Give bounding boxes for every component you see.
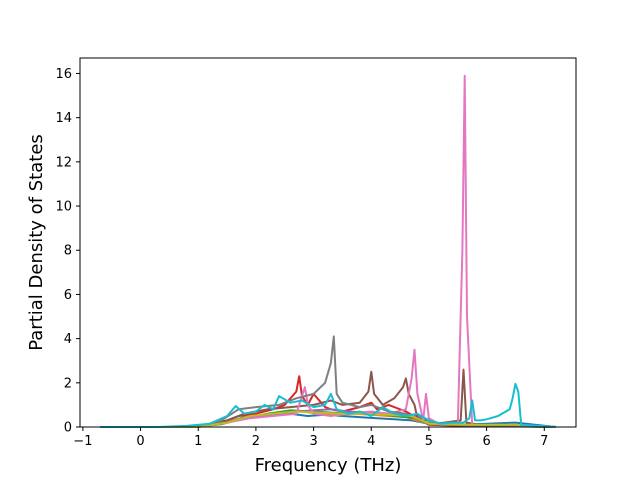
y-tick-label: 16 xyxy=(55,67,72,82)
x-tick-label: 6 xyxy=(482,434,490,449)
y-tick-label: 12 xyxy=(55,155,72,170)
x-tick-label: 7 xyxy=(540,434,548,449)
x-tick-label: 3 xyxy=(309,434,317,449)
y-tick-label: 10 xyxy=(55,200,72,215)
x-tick-label: 0 xyxy=(136,434,144,449)
x-axis: −1 0 1 2 3 4 5 6 7 xyxy=(73,427,548,449)
y-tick-label: 6 xyxy=(64,288,72,303)
x-tick-label: 4 xyxy=(367,434,375,449)
plot-background xyxy=(80,58,576,427)
y-tick-label: 4 xyxy=(64,332,72,347)
series-line-7 xyxy=(100,74,556,428)
x-tick-label: 5 xyxy=(425,434,433,449)
series-line-9 xyxy=(100,410,556,428)
series-layer xyxy=(100,74,556,428)
y-axis-label: Partial Density of States xyxy=(26,134,47,351)
x-axis-label: Frequency (THz) xyxy=(255,455,402,476)
y-tick-label: 2 xyxy=(64,376,72,391)
x-tick-label: 1 xyxy=(194,434,202,449)
y-tick-label: 8 xyxy=(64,244,72,259)
plot-frame xyxy=(79,57,577,428)
y-axis: 0 2 4 6 8 10 12 14 16 xyxy=(55,67,80,436)
x-tick-label: −1 xyxy=(73,434,92,449)
plot-area xyxy=(79,57,577,428)
y-tick-label: 14 xyxy=(55,111,72,126)
y-tick-label: 0 xyxy=(64,421,72,436)
series-line-10 xyxy=(100,382,556,428)
x-tick-label: 2 xyxy=(252,434,260,449)
series-line-6 xyxy=(100,368,556,428)
